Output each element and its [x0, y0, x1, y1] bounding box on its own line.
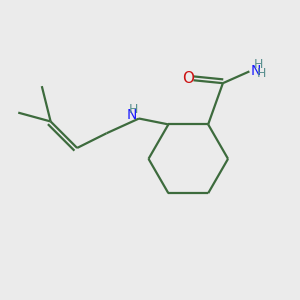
- Text: H: H: [129, 103, 138, 116]
- Text: N: N: [127, 108, 137, 122]
- Text: N: N: [251, 64, 261, 78]
- Text: H: H: [256, 67, 266, 80]
- Text: H: H: [254, 58, 263, 70]
- Text: O: O: [182, 71, 194, 86]
